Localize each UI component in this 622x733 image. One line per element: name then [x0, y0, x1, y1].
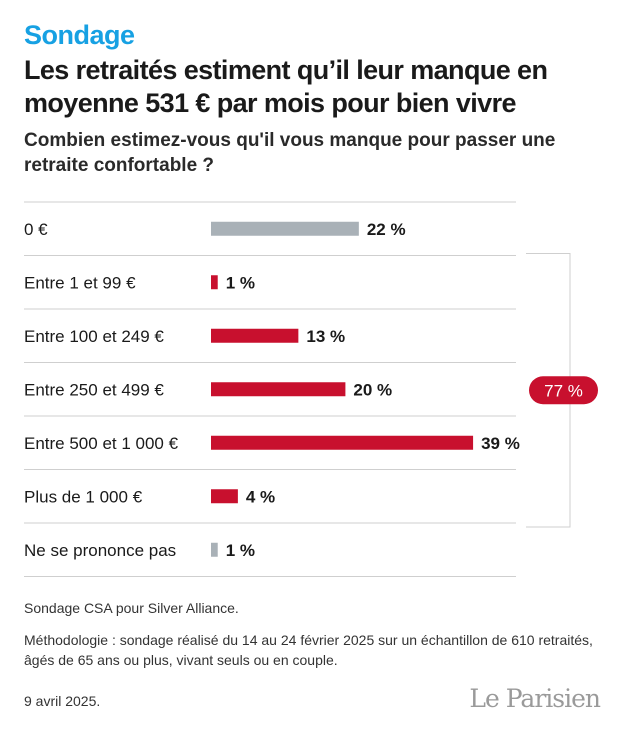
category-label: Entre 500 et 1 000 € — [24, 434, 179, 453]
methodology-note: Méthodologie : sondage réalisé du 14 au … — [24, 632, 593, 668]
source-note: Sondage CSA pour Silver Alliance. — [24, 600, 239, 616]
chart-subtitle: Combien estimez-vous qu'il vous manque p… — [24, 130, 556, 176]
category-label: Ne se prononce pas — [24, 541, 176, 560]
category-label: Entre 250 et 499 € — [24, 380, 164, 399]
value-label: 4 % — [246, 487, 275, 506]
chart-title: Les retraités estiment qu’il leur manque… — [24, 55, 548, 118]
bar — [211, 382, 346, 397]
kicker: Sondage — [24, 20, 135, 50]
value-label: 13 % — [306, 327, 345, 346]
value-label: 1 % — [226, 541, 255, 560]
bar — [211, 542, 218, 557]
bar — [211, 489, 238, 504]
value-label: 39 % — [481, 434, 520, 453]
value-label: 1 % — [226, 273, 255, 292]
bar — [211, 328, 299, 343]
category-label: Plus de 1 000 € — [24, 487, 143, 506]
category-label: 0 € — [24, 220, 48, 239]
category-label: Entre 1 et 99 € — [24, 273, 136, 292]
group-badge-label: 77 % — [544, 381, 583, 400]
bar — [211, 221, 359, 236]
publication-date: 9 avril 2025. — [24, 693, 101, 709]
value-label: 20 % — [353, 380, 392, 399]
bar — [211, 435, 474, 450]
bar — [211, 275, 218, 290]
bar-chart: 0 € 22 % Entre 1 et 99 € 1 % Entre 100 et 24… — [24, 201, 598, 577]
group-badge — [529, 376, 598, 405]
le-parisien-logo: Le Parisien — [469, 684, 601, 713]
value-label: 22 % — [367, 220, 406, 239]
category-label: Entre 100 et 249 € — [24, 327, 164, 346]
